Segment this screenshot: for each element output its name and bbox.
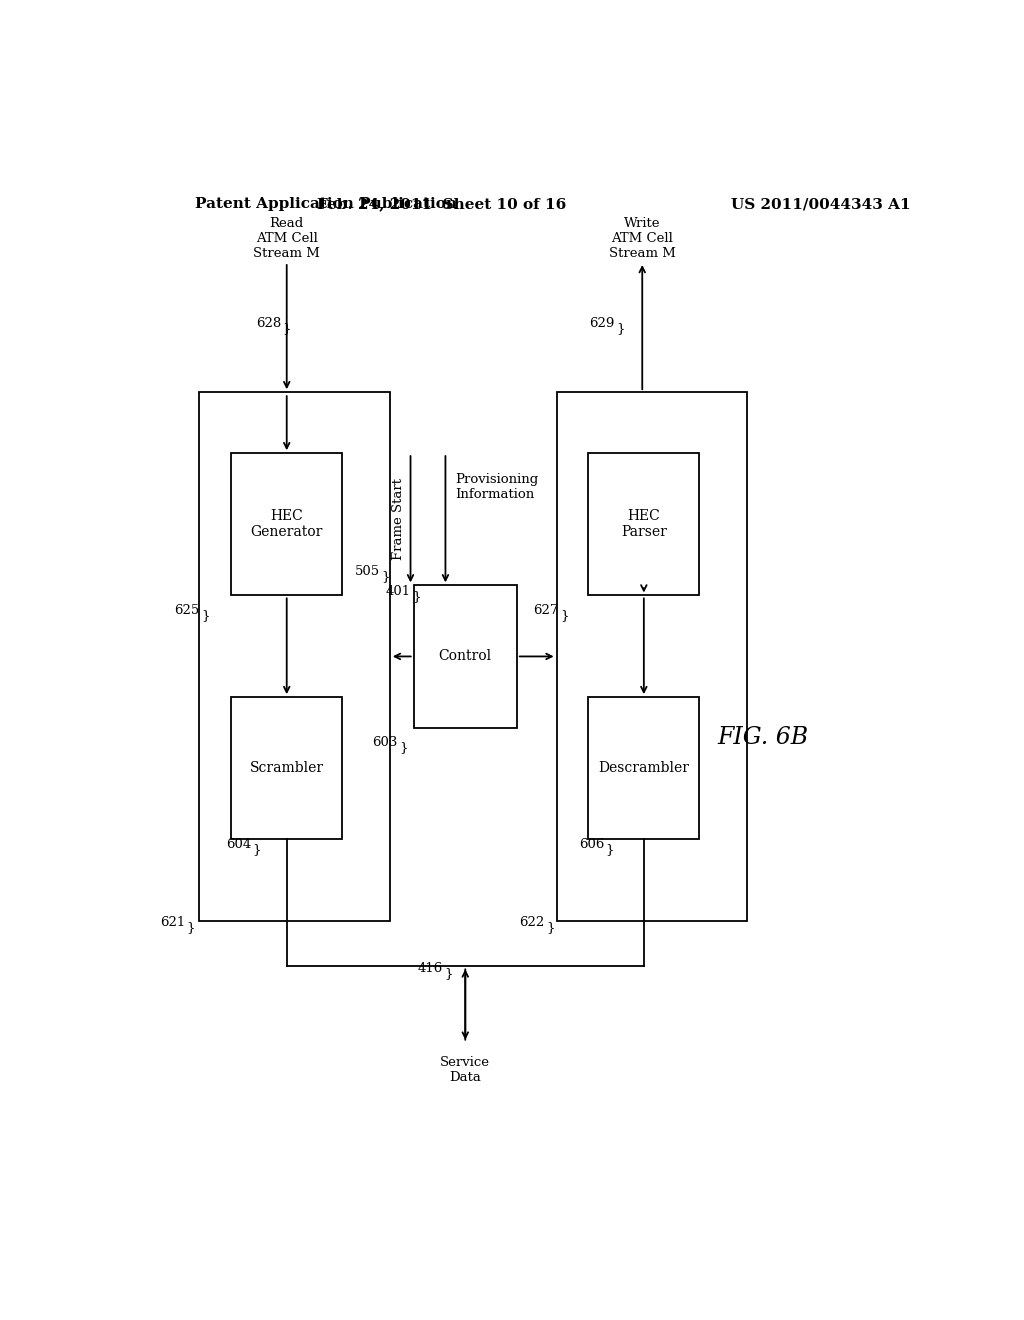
Text: Patent Application Publication: Patent Application Publication <box>196 197 458 211</box>
Text: Stream M: Stream M <box>609 247 676 260</box>
Text: }: } <box>201 610 210 622</box>
Text: 603: 603 <box>373 737 397 750</box>
Text: }: } <box>186 921 196 935</box>
Text: }: } <box>381 570 390 582</box>
Text: ATM Cell: ATM Cell <box>256 232 317 244</box>
Text: 628: 628 <box>256 317 282 330</box>
Text: Provisioning
Information: Provisioning Information <box>455 474 539 502</box>
Text: }: } <box>546 921 555 935</box>
Bar <box>200 392 390 921</box>
Text: 505: 505 <box>354 565 380 578</box>
Text: }: } <box>253 843 261 857</box>
Text: }: } <box>412 590 421 603</box>
Text: 625: 625 <box>174 605 200 618</box>
Text: }: } <box>560 610 569 622</box>
Text: Read: Read <box>269 216 304 230</box>
Text: 401: 401 <box>385 585 411 598</box>
Text: ATM Cell: ATM Cell <box>611 232 673 244</box>
Text: US 2011/0044343 A1: US 2011/0044343 A1 <box>731 197 910 211</box>
Text: Control: Control <box>438 649 492 664</box>
Text: Descrambler: Descrambler <box>598 762 689 775</box>
Text: }: } <box>606 843 614 857</box>
Text: Scrambler: Scrambler <box>250 762 324 775</box>
Text: Feb. 24, 2011  Sheet 10 of 16: Feb. 24, 2011 Sheet 10 of 16 <box>316 197 566 211</box>
Text: }: } <box>283 322 291 335</box>
Text: FIG. 6B: FIG. 6B <box>718 726 808 750</box>
Bar <box>588 453 699 595</box>
Text: 629: 629 <box>589 317 614 330</box>
Text: 606: 606 <box>579 838 604 851</box>
Text: HEC
Parser: HEC Parser <box>621 510 667 540</box>
Bar <box>231 453 342 595</box>
Text: 416: 416 <box>418 962 443 975</box>
Bar <box>557 392 748 921</box>
Bar <box>414 585 517 727</box>
Text: 627: 627 <box>534 605 559 618</box>
Text: Frame Start: Frame Start <box>392 478 406 560</box>
Text: 604: 604 <box>225 838 251 851</box>
Text: 621: 621 <box>160 916 185 929</box>
Bar <box>588 697 699 840</box>
Text: 622: 622 <box>519 916 545 929</box>
Text: HEC
Generator: HEC Generator <box>251 510 323 540</box>
Text: Stream M: Stream M <box>253 247 321 260</box>
Text: }: } <box>399 742 408 755</box>
Text: }: } <box>444 968 454 979</box>
Text: Write: Write <box>624 216 660 230</box>
Bar <box>231 697 342 840</box>
Text: Service
Data: Service Data <box>440 1056 490 1084</box>
Text: }: } <box>616 322 625 335</box>
